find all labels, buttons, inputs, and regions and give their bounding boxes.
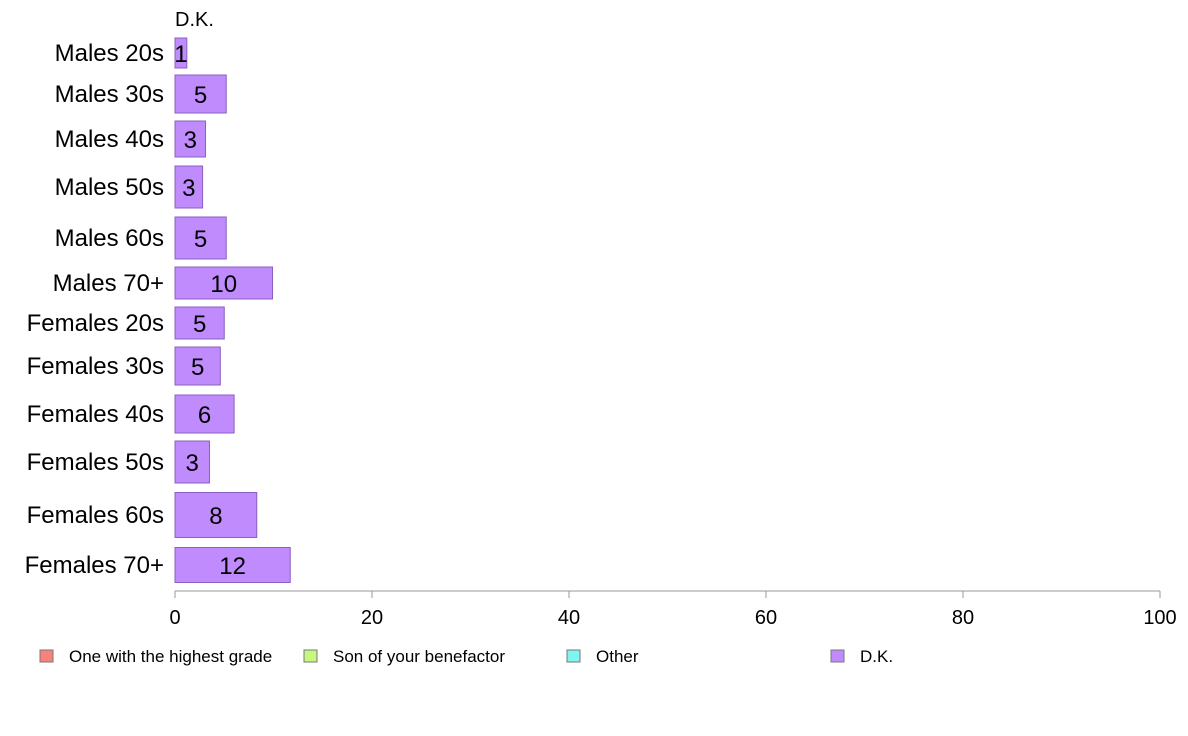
- bar-value-label: 3: [186, 450, 199, 477]
- bars: [174, 37, 291, 583]
- bar-segment: [174, 266, 274, 300]
- bar-value-label: 3: [182, 175, 195, 202]
- bar-value-label: 5: [191, 354, 204, 381]
- legend-swatch: [830, 649, 845, 663]
- bar-segment: [174, 74, 227, 114]
- bar-segment: [174, 306, 225, 340]
- bar-segment: [174, 440, 210, 484]
- category-label: Females 70+: [25, 552, 164, 579]
- category-label: Females 20s: [27, 310, 164, 337]
- category-label: Males 40s: [55, 126, 164, 153]
- bar-segment: [174, 165, 204, 209]
- x-axis: 0 20 40 60 80 100: [169, 590, 1177, 629]
- bar-value-label: 1: [174, 41, 187, 68]
- category-label: Females 50s: [27, 449, 164, 476]
- legend-item: D.K.: [830, 647, 893, 666]
- bar-segment: [174, 394, 235, 434]
- bar-segment: [174, 547, 291, 583]
- series-annotation: D.K.: [175, 9, 214, 31]
- bar-value-label: 12: [219, 553, 246, 580]
- bar-segment: [174, 37, 188, 69]
- category-label: Females 60s: [27, 502, 164, 529]
- legend-item: Son of your benefactor: [303, 647, 505, 666]
- category-label: Females 40s: [27, 401, 164, 428]
- bar-value-label: 3: [184, 127, 197, 154]
- bar-segment: [174, 346, 221, 386]
- legend-swatch: [39, 649, 54, 663]
- legend-label: D.K.: [860, 647, 893, 666]
- legend: One with the highest grade Son of your be…: [39, 647, 893, 666]
- x-tick-label: 20: [361, 607, 383, 629]
- x-tick-label: 40: [558, 607, 580, 629]
- category-label: Males 30s: [55, 81, 164, 108]
- category-label: Males 50s: [55, 174, 164, 201]
- x-tick-label: 0: [169, 607, 180, 629]
- category-label: Females 30s: [27, 353, 164, 380]
- x-tick-label: 100: [1143, 607, 1176, 629]
- bar-segment: [174, 120, 207, 158]
- bar-value-label: 10: [210, 271, 237, 298]
- legend-label: Other: [596, 647, 639, 666]
- category-label: Males 60s: [55, 225, 164, 252]
- bar-value-label: 8: [209, 503, 222, 530]
- legend-label: One with the highest grade: [69, 647, 272, 666]
- category-labels: Males 20s Males 30s Males 40s Males 50s Male…: [25, 40, 164, 579]
- legend-item: One with the highest grade: [39, 647, 272, 666]
- bar-segment: [174, 492, 258, 538]
- x-tick-label: 80: [952, 607, 974, 629]
- x-tick-label: 60: [755, 607, 777, 629]
- bar-value-label: 5: [193, 311, 206, 338]
- bar-value-label: 6: [198, 402, 211, 429]
- category-label: Males 70+: [53, 270, 164, 297]
- bar-value-label: 5: [194, 226, 207, 253]
- category-label: Males 20s: [55, 40, 164, 67]
- legend-swatch: [566, 649, 581, 663]
- legend-item: Other: [566, 647, 639, 666]
- bar-segment: [174, 216, 227, 260]
- legend-label: Son of your benefactor: [333, 647, 505, 666]
- bar-value-label: 5: [194, 82, 207, 109]
- legend-swatch: [303, 649, 318, 663]
